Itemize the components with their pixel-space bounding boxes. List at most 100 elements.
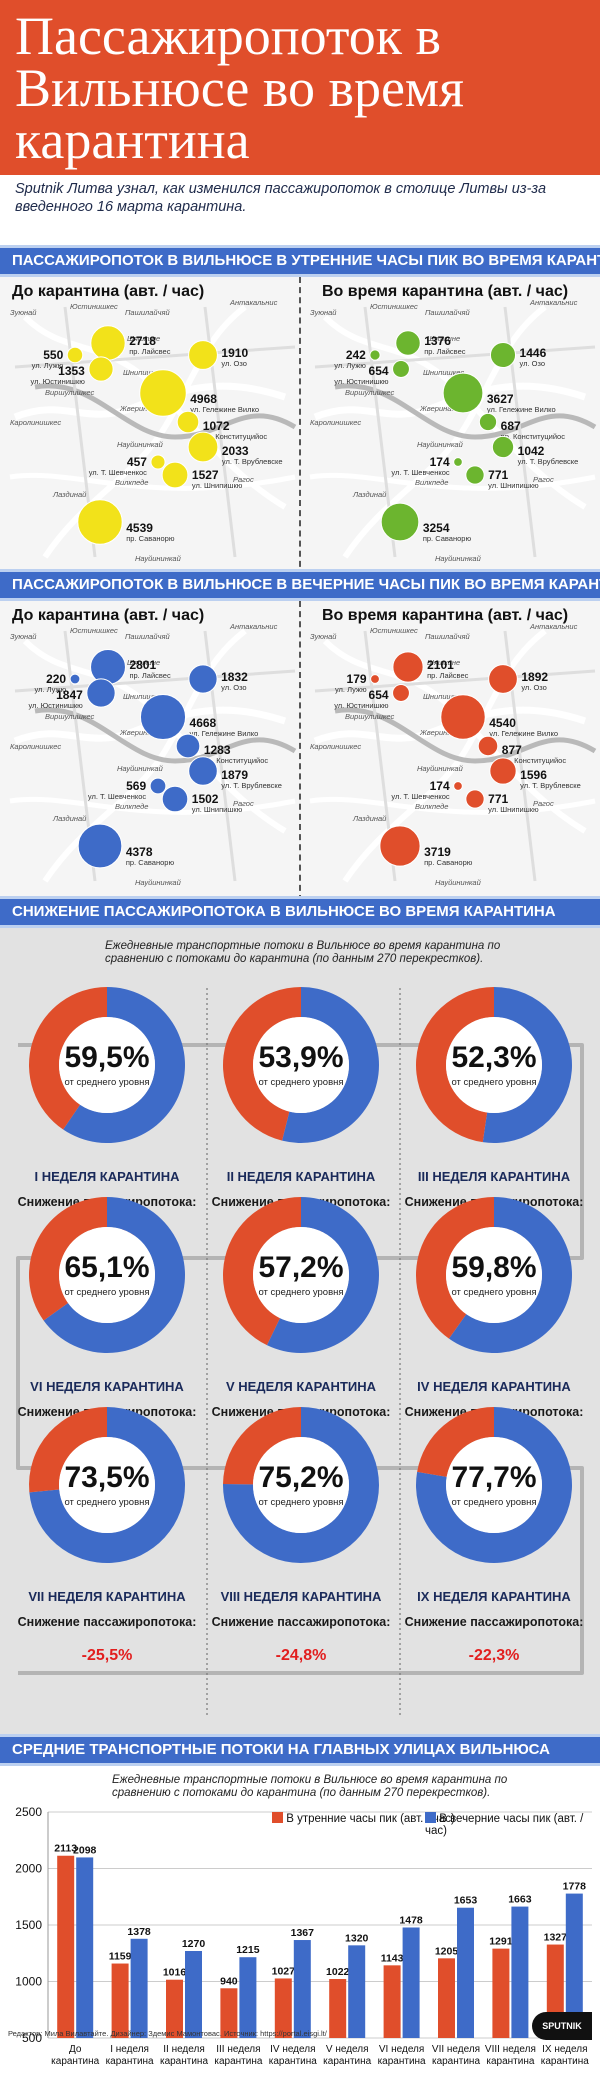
district-label: Антакальнис xyxy=(529,298,578,307)
bar-morning xyxy=(492,1948,510,2038)
donut-cell: 53,9% от среднего уровня II НЕДЕЛЯ КАРАНТИ… xyxy=(206,973,396,1244)
sputnik-logo: SPUTNIK xyxy=(532,2012,592,2040)
donut-slice-reduction xyxy=(28,1407,107,1493)
bar-value-label: 1327 xyxy=(544,1932,568,1944)
river xyxy=(34,383,297,440)
x-tick-label: VII неделя xyxy=(432,2044,480,2055)
district-label: Пашилайчяй xyxy=(425,308,470,317)
district-label: Шнипишкес xyxy=(423,692,464,701)
street-label: ул. Юстинишкю xyxy=(31,377,86,386)
section-bar-evening: ПАССАЖИРОПОТОК В ВИЛЬНЮСЕ В ВЕЧЕРНИЕ ЧАС… xyxy=(0,569,600,601)
flow-bubble xyxy=(175,733,201,759)
flow-bubble xyxy=(369,349,381,361)
legend-label-evening: В вечерние часы пик (авт. / час) xyxy=(425,1813,584,1837)
page-subtitle: Sputnik Литва узнал, как изменился пасса… xyxy=(15,181,547,215)
district-label: Пашилайчяй xyxy=(425,632,470,641)
donut-chart xyxy=(416,1197,572,1353)
donut-sub-label: от среднего уровня xyxy=(451,1287,537,1298)
donut-percent: 53,9% xyxy=(258,1041,344,1074)
district-label: Антакальнис xyxy=(529,622,578,631)
map-divider xyxy=(299,601,301,901)
bar-evening xyxy=(402,1927,420,2038)
district-label: Зуюнай xyxy=(310,308,337,317)
flow-value: 2718 xyxy=(129,334,156,348)
reduction-label: Снижение пассажиропотока: xyxy=(211,1615,391,1629)
week-label: I НЕДЕЛЯ КАРАНТИНА xyxy=(34,1169,180,1184)
bar-morning xyxy=(111,1963,129,2038)
week-label: V НЕДЕЛЯ КАРАНТИНА xyxy=(225,1379,377,1394)
district-label: Зуюнай xyxy=(10,632,37,641)
x-tick-label: карантина xyxy=(378,2056,426,2066)
flow-value: 174 xyxy=(430,779,450,793)
donut-slice-remaining xyxy=(43,1197,185,1353)
donut-sub-label: от среднего уровня xyxy=(451,1077,537,1088)
district-label: Жверинас xyxy=(119,404,155,413)
bar-morning xyxy=(329,1979,347,2038)
flow-bubble xyxy=(465,465,485,485)
average-bar-chart: 250020001500100050021132098Докарантина11… xyxy=(15,1806,592,2066)
district-label: Науйининкай xyxy=(117,764,164,773)
street-label: пр. Лайсвес xyxy=(424,347,466,356)
district-label: Юстинишкес xyxy=(70,302,118,311)
flow-bubble xyxy=(86,678,116,708)
bar-value-label: 1663 xyxy=(508,1894,532,1906)
donut-percent: 75,2% xyxy=(258,1461,344,1494)
flow-bubble xyxy=(392,684,410,702)
bar-value-label: 1159 xyxy=(109,1951,132,1963)
map-title-before: До карантина (авт. / час) xyxy=(12,283,205,300)
street-label: ул. Шнипишкю xyxy=(488,805,539,814)
x-tick-label: VI неделя xyxy=(379,2044,424,2055)
flow-value: 1042 xyxy=(518,444,545,458)
bar-value-label: 1270 xyxy=(182,1938,206,1950)
bar-morning xyxy=(383,1965,401,2038)
bar-value-label: 2098 xyxy=(73,1844,97,1856)
district-label: Виршулишкес xyxy=(45,388,94,397)
y-tick-label: 2500 xyxy=(15,1806,42,1819)
street-label: пр. Саванорю xyxy=(424,858,473,867)
donut-sub-label: от среднего уровня xyxy=(64,1077,150,1088)
donut-hole xyxy=(446,1227,542,1323)
flow-value: 3719 xyxy=(424,845,451,859)
street-label: ул. Юстинишкю xyxy=(334,377,389,386)
bar-value-label: 2113 xyxy=(54,1843,77,1855)
flow-bubble xyxy=(150,454,166,470)
donut-chart xyxy=(223,987,379,1143)
flow-bubble xyxy=(77,499,123,545)
reduction-value: -22,3% xyxy=(468,1647,520,1664)
donut-slice-reduction xyxy=(29,1197,107,1321)
bar-evening xyxy=(457,1907,474,2038)
flow-bubble xyxy=(478,412,498,432)
donut-cell: 73,5% от среднего уровня VII НЕДЕЛЯ КАРАНТ… xyxy=(12,1393,202,1664)
district-label: Зуюнай xyxy=(10,308,37,317)
map-title-before: До карантина (авт. / час) xyxy=(12,607,205,624)
flow-value: 1832 xyxy=(221,670,248,684)
average-note: Ежедневные транспортные потоки в Вильнюс… xyxy=(112,1774,508,1799)
legend-morning: В утренние часы пик (авт. / час) xyxy=(272,1812,455,1825)
flow-value: 220 xyxy=(46,672,66,686)
donut-hole xyxy=(253,1227,349,1323)
x-tick-label: IV неделя xyxy=(270,2044,315,2055)
street-label: ул. Т. Шевченкос xyxy=(391,792,449,801)
donut-slice-reduction xyxy=(223,1407,301,1485)
donut-sub-label: от среднего уровня xyxy=(64,1497,150,1508)
donut-chart xyxy=(416,1407,572,1563)
x-tick-label: карантина xyxy=(269,2056,317,2066)
district-label: Вилкпеде xyxy=(415,802,448,811)
donut-chart xyxy=(28,1407,186,1563)
district-label: Шнипишкес xyxy=(123,692,164,701)
x-tick-label: I неделя xyxy=(110,2044,149,2055)
donut-hole xyxy=(59,1227,155,1323)
flow-bubble xyxy=(161,461,189,489)
donut-percent: 65,1% xyxy=(64,1251,150,1284)
road xyxy=(13,382,287,421)
flow-value: 1072 xyxy=(203,419,230,433)
district-label: Антакальнис xyxy=(229,622,278,631)
road xyxy=(309,796,596,815)
bar-value-label: 1143 xyxy=(381,1952,404,1964)
flow-value: 2801 xyxy=(129,658,156,672)
district-label: Науйининкай xyxy=(435,878,482,887)
flow-bubble xyxy=(380,502,420,542)
flow-bubble xyxy=(392,651,424,683)
street-label: пр. Конституцийос xyxy=(502,756,567,765)
street-label: ул. Лужю xyxy=(334,361,366,370)
